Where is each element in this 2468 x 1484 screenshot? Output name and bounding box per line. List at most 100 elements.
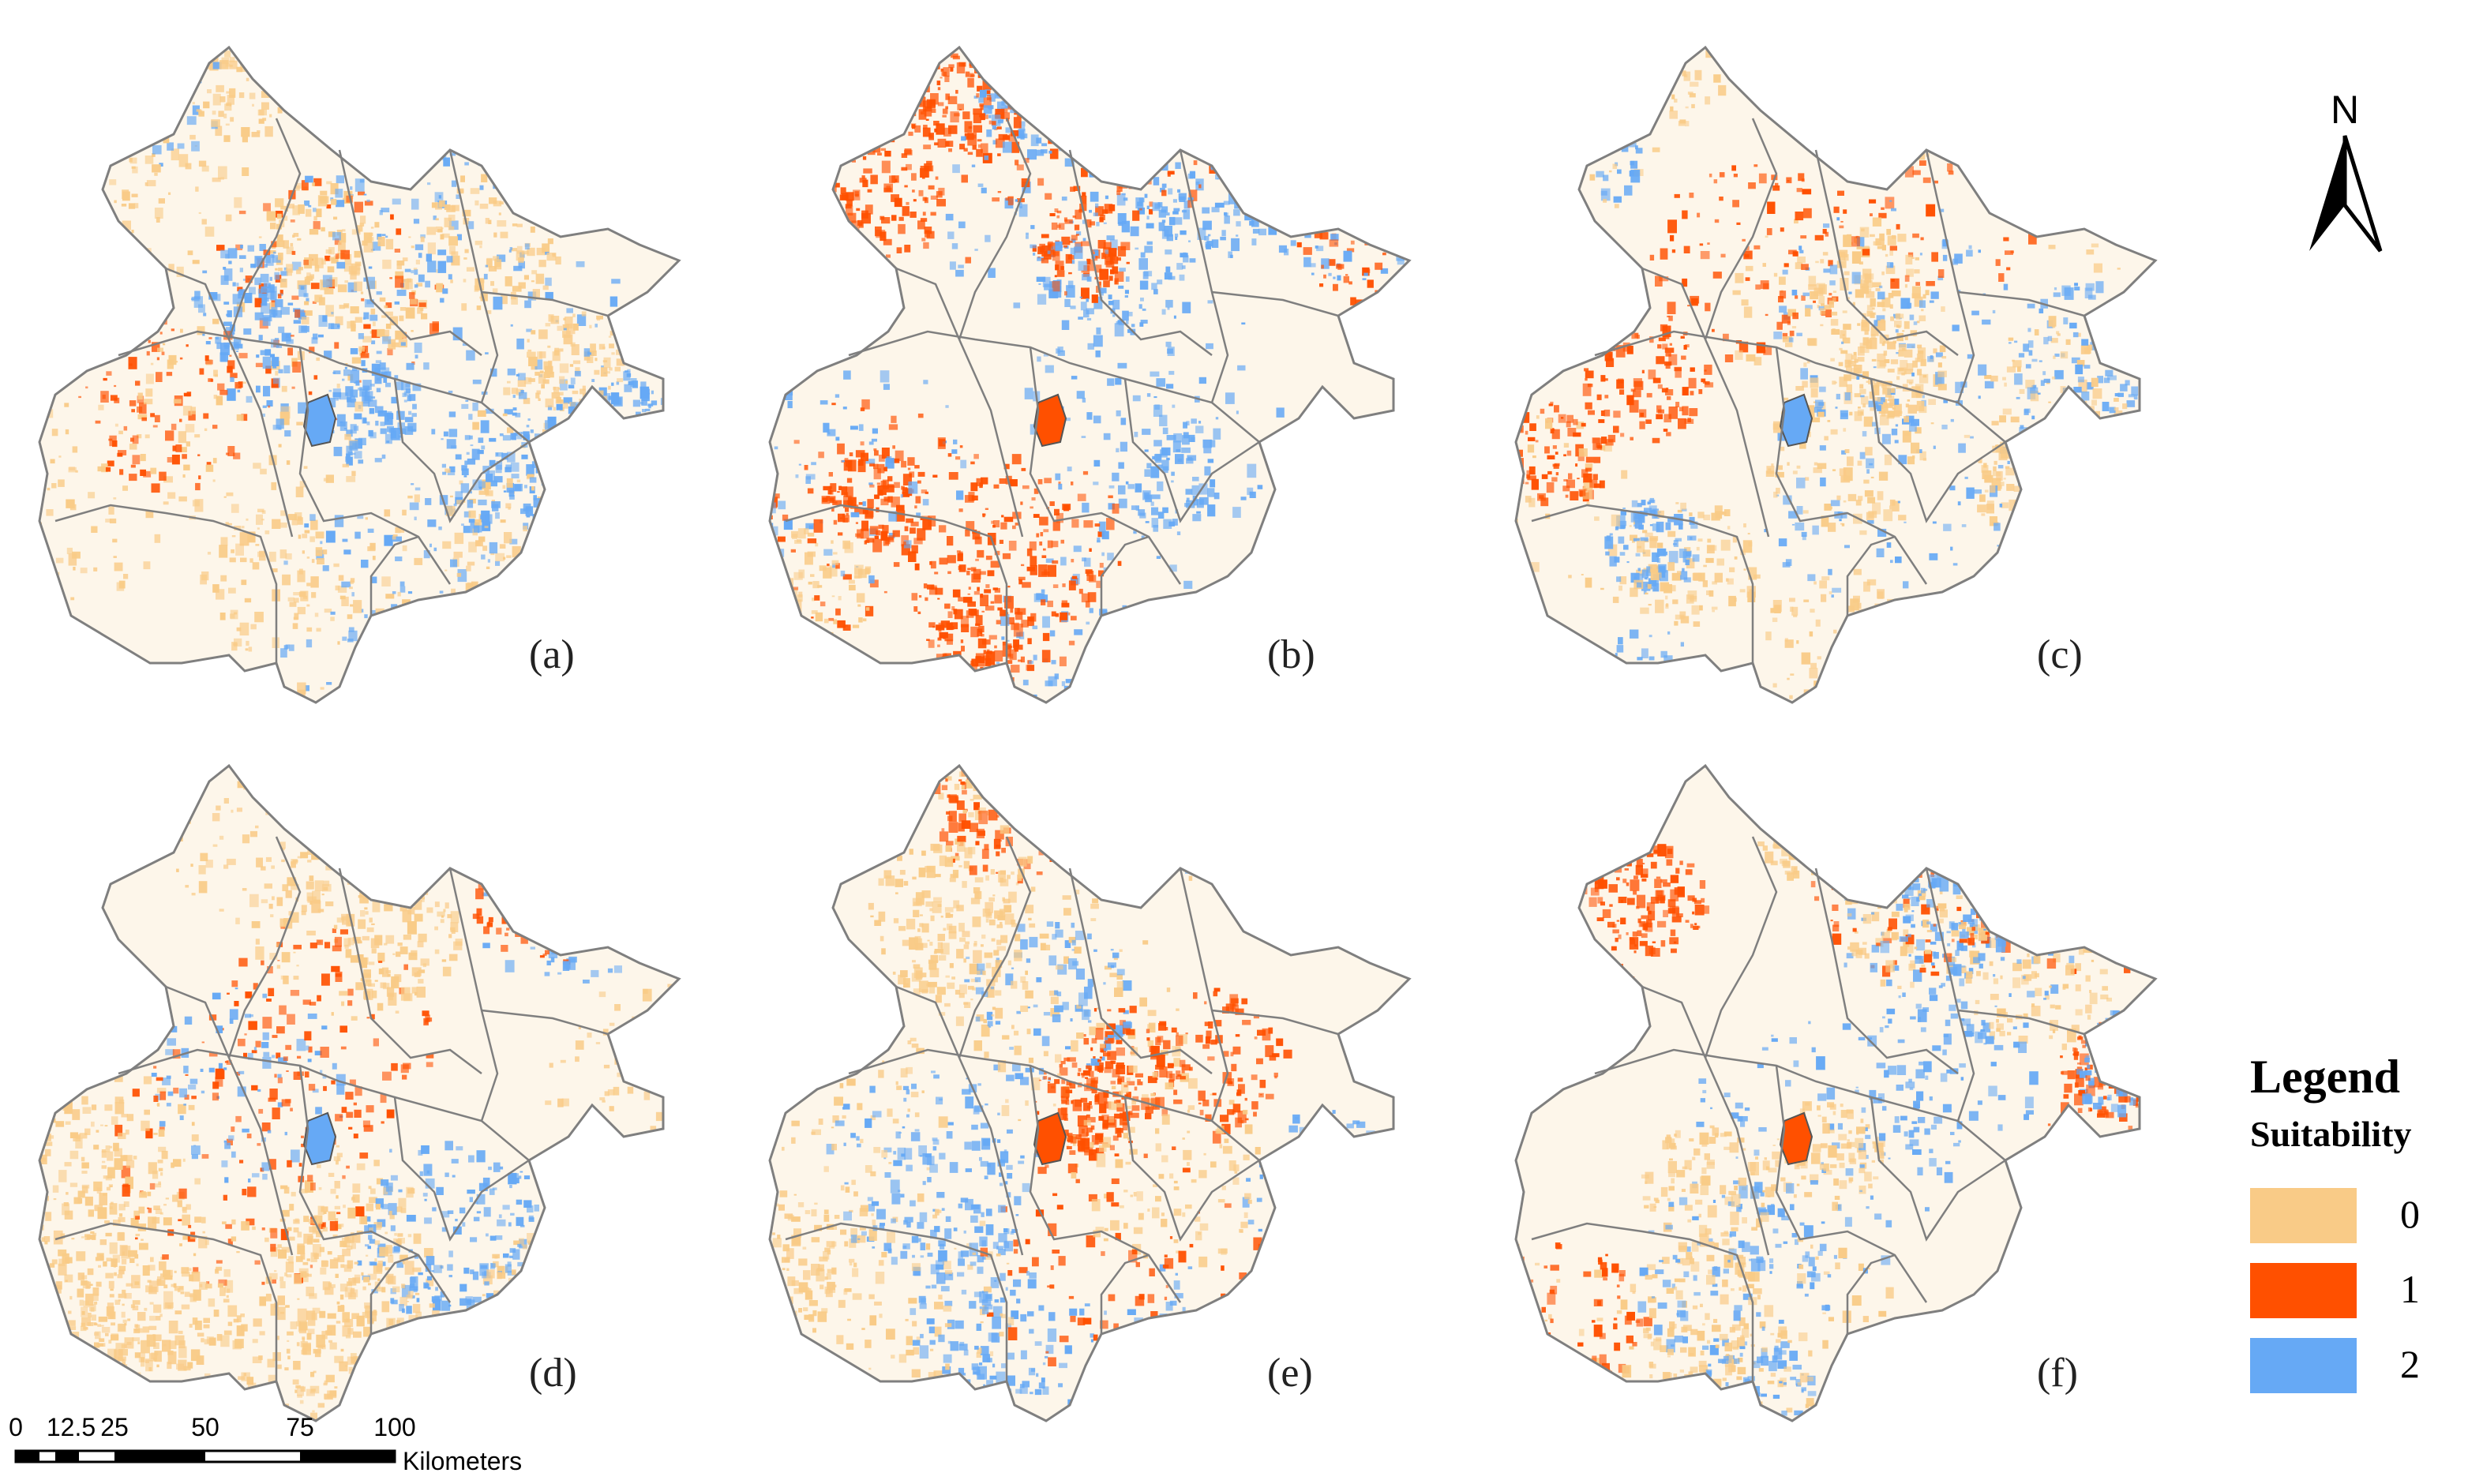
district-boundary [1704,118,1778,340]
legend-value-2: 2 [2400,1342,2420,1386]
district-boundary [1211,1009,1339,1036]
district-boundary [1814,149,1959,356]
district-boundary [227,1057,294,1256]
district-boundary [1531,1222,1754,1381]
legend-value-1: 1 [2400,1267,2420,1311]
district-boundary [848,330,1260,443]
district-boundary [785,504,1008,663]
legend-item-0: 0 [2250,1188,2455,1243]
district-boundary [227,118,302,340]
district-boundary [1870,1096,2006,1242]
district-boundary [393,378,530,523]
district-boundary [1641,985,1707,1059]
central-district [1033,393,1067,448]
district-boundary [54,1222,278,1381]
district-boundary [54,504,278,663]
district-boundary [1068,149,1213,356]
district-boundary [895,267,961,340]
legend: Legend Suitability 0 1 2 [2250,1050,2455,1397]
legend-subtitle: Suitability [2250,1114,2412,1154]
beijing-map-a [38,45,681,704]
scale-bar: 0 12.5 25 50 75 100 Kilometers [8,1405,561,1484]
district-boundary [1704,836,1778,1059]
beijing-map-b [768,45,1412,704]
panel-label-e: (e) [1267,1351,1313,1396]
legend-swatch-1 [2250,1263,2357,1318]
district-boundary [958,339,1024,538]
legend-item-1: 1 [2250,1263,2455,1318]
district-boundary [1957,290,2085,317]
district-boundary [369,535,419,616]
district-boundary [1846,535,1896,616]
district-boundary [1100,535,1150,616]
district-boundary [1123,1096,1260,1242]
panel-label-c: (c) [2037,632,2083,677]
beijing-map-e [768,763,1412,1422]
panel-label-b: (b) [1267,632,1315,677]
district-boundary [895,985,961,1059]
scale-tick-5: 100 [373,1413,416,1441]
district-boundary [958,118,1032,340]
district-boundary [1704,339,1770,538]
panel-label-d: (d) [529,1351,577,1396]
district-boundary [1100,1254,1150,1334]
scale-tick-0: 0 [9,1413,23,1441]
map-panel-a: (a) [32,8,742,704]
district-boundary [1704,1057,1770,1256]
district-boundary [1957,1009,2085,1036]
district-boundary [1123,378,1260,523]
legend-item-2: 2 [2250,1338,2455,1393]
scale-tick-1: 12.5 [46,1413,96,1441]
district-boundary [1594,330,2006,443]
scale-unit: Kilometers [403,1447,523,1475]
panel-label-f: (f) [2037,1351,2078,1396]
central-district [1779,1111,1813,1166]
district-boundary [785,1222,1008,1381]
district-boundary [1594,1048,2006,1161]
north-arrow-icon [2309,135,2383,253]
beijing-map-c [1514,45,2158,704]
scale-bar-graphic [14,1449,396,1463]
district-boundary [118,330,530,443]
legend-swatch-2 [2250,1338,2357,1393]
central-district [302,1111,337,1166]
district-boundary [227,339,294,538]
map-land-fill [1516,766,2155,1421]
district-boundary [1846,1254,1896,1334]
district-boundary [481,290,609,317]
city-boundary [38,45,681,704]
map-panel-b: (b) [762,8,1472,704]
central-district [302,393,337,448]
north-letter: N [2330,88,2360,132]
district-boundary [481,1009,609,1036]
city-boundary [1514,45,2158,704]
district-boundary [369,1254,419,1334]
scale-tick-2: 25 [100,1413,129,1441]
central-district [1033,1111,1067,1166]
legend-title: Legend [2250,1051,2401,1103]
north-arrow: N [2290,87,2400,260]
beijing-map-f [1514,763,2158,1422]
map-panel-f: (f) [1508,726,2219,1422]
city-boundary [38,763,681,1422]
legend-swatch-0 [2250,1188,2357,1243]
district-boundary [1870,378,2006,523]
city-boundary [1514,763,2158,1422]
map-land-fill [770,47,1409,703]
district-boundary [393,1096,530,1242]
scale-tick-4: 75 [286,1413,314,1441]
district-boundary [1068,868,1213,1074]
district-boundary [1531,504,1754,663]
district-boundary [227,836,302,1059]
beijing-map-d [38,763,681,1422]
district-boundary [958,1057,1024,1256]
central-district [1779,393,1813,448]
map-panel-c: (c) [1508,8,2219,704]
district-boundary [958,836,1032,1059]
map-panel-e: (e) [762,726,1472,1422]
district-boundary [165,267,231,340]
map-panel-d: (d) [32,726,742,1422]
map-land-fill [770,766,1409,1421]
panel-label-a: (a) [529,632,575,677]
district-boundary [118,1048,530,1161]
